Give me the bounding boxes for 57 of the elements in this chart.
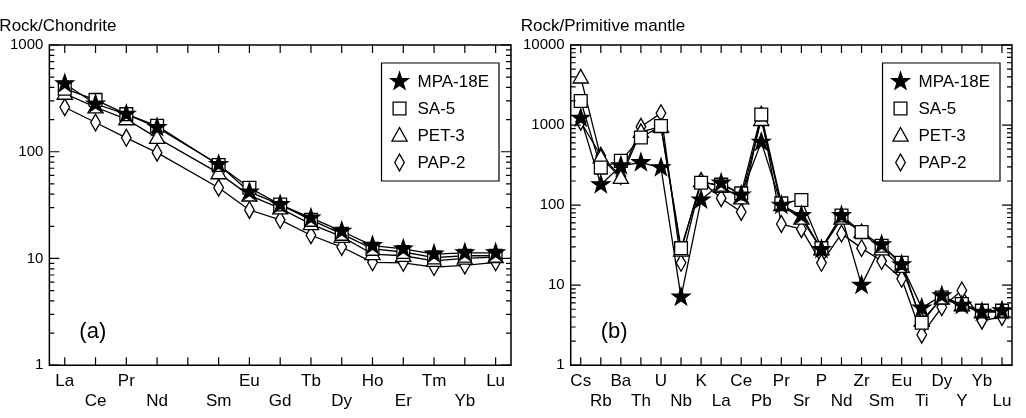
legend-label: PET-3 — [918, 126, 966, 146]
x-tick-label: Gd — [268, 391, 292, 411]
y-axis-title: Rock/Primitive mantle — [520, 16, 686, 36]
y-tick-label: 1 — [35, 355, 44, 373]
x-tick-label: Ba — [610, 371, 632, 391]
y-tick-label: 1 — [556, 355, 565, 373]
x-tick-label: Sr — [792, 391, 811, 411]
x-tick-label: Rb — [589, 391, 612, 411]
x-tick-label: Ho — [361, 371, 384, 391]
x-tick-label: La — [55, 371, 75, 391]
x-tick-label: Nd — [146, 391, 168, 411]
x-tick-label: Yb — [971, 371, 993, 391]
x-tick-label: Lu — [486, 371, 506, 391]
y-axis-title: Rock/Chondrite — [0, 16, 117, 36]
y-tick-label: 100 — [539, 195, 565, 213]
x-tick-label: Eu — [239, 371, 260, 391]
x-tick-label: Dy — [931, 371, 953, 391]
y-tick-label: 1000 — [531, 115, 565, 133]
x-tick-label: Cs — [570, 371, 592, 391]
x-tick-label: Y — [956, 391, 968, 411]
x-tick-label: Tb — [301, 371, 321, 391]
x-tick-label: Pr — [772, 371, 791, 391]
x-tick-label: Zr — [853, 371, 870, 391]
annotation: (b) — [600, 318, 628, 344]
legend-label: PAP-2 — [417, 153, 466, 173]
y-tick-label: 10 — [26, 248, 44, 266]
x-tick-label: Nd — [830, 391, 853, 411]
x-tick-label: Ce — [730, 371, 753, 391]
x-tick-label: Dy — [331, 391, 353, 411]
x-tick-label: Sm — [205, 391, 232, 411]
x-tick-label: Sm — [868, 391, 895, 411]
y-tick-label: 10000 — [522, 35, 565, 53]
legend-label: MPA-18E — [417, 72, 490, 92]
y-tick-label: 100 — [18, 141, 44, 159]
x-tick-label: Eu — [891, 371, 913, 391]
legend-label: SA-5 — [918, 99, 957, 119]
annotation: (a) — [79, 318, 107, 344]
x-tick-label: K — [695, 371, 708, 391]
x-tick-label: Lu — [992, 391, 1012, 411]
x-tick-label: Ce — [84, 391, 107, 411]
legend-label: PAP-2 — [918, 153, 967, 173]
legend-label: SA-5 — [417, 99, 456, 119]
y-tick-label: 10 — [548, 275, 565, 293]
x-tick-label: La — [711, 391, 732, 411]
x-tick-label: U — [654, 371, 668, 391]
x-tick-label: Er — [394, 391, 413, 411]
x-tick-label: Nb — [670, 391, 692, 411]
x-tick-label: Pb — [750, 391, 772, 411]
x-tick-label: Yb — [454, 391, 476, 411]
x-tick-label: Th — [630, 391, 651, 411]
x-tick-label: P — [815, 371, 828, 391]
y-tick-label: 1000 — [9, 35, 44, 53]
legend-label: MPA-18E — [918, 72, 991, 92]
x-tick-label: Tm — [421, 371, 447, 391]
x-tick-label: Pr — [117, 371, 136, 391]
x-tick-label: Ti — [914, 391, 929, 411]
legend-label: PET-3 — [417, 126, 465, 146]
